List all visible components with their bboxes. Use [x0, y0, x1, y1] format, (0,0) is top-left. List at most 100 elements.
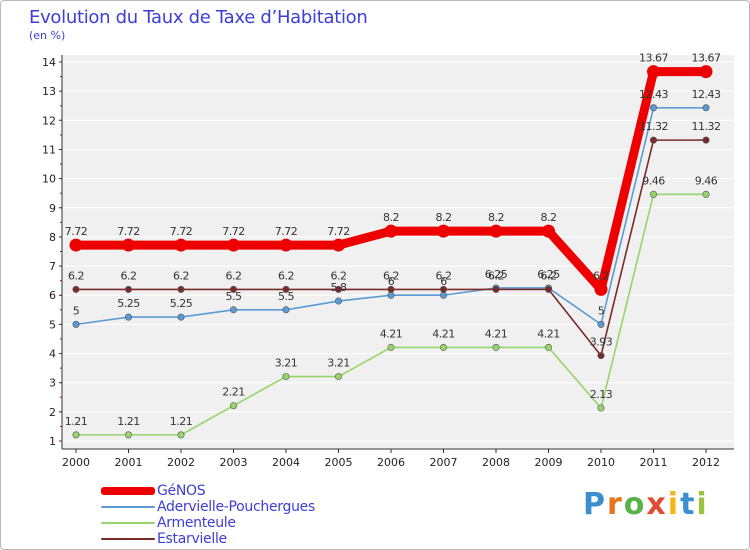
data-label: 2.21 — [222, 386, 245, 399]
data-point — [699, 65, 713, 79]
data-label: 6.2 — [436, 269, 452, 282]
data-label: 1.21 — [65, 415, 88, 428]
data-point — [439, 291, 447, 299]
data-point — [702, 136, 710, 144]
data-point — [230, 402, 238, 410]
data-point — [597, 352, 605, 360]
proxiti-logo: Proxiti — [583, 487, 709, 522]
x-tick-label: 2008 — [482, 456, 510, 469]
legend-label: Estarvielle — [157, 531, 227, 547]
data-point — [125, 313, 133, 321]
data-point — [439, 285, 447, 293]
x-tick-label: 2004 — [272, 456, 300, 469]
data-label: 5.25 — [170, 297, 193, 310]
legend-label: GéNOS — [157, 483, 206, 499]
data-point — [282, 373, 290, 381]
data-point — [230, 285, 238, 293]
data-label: 9.46 — [642, 174, 665, 187]
data-label: 2.13 — [590, 388, 613, 401]
data-label: 4.21 — [380, 327, 403, 340]
y-tick-label: 13 — [42, 85, 56, 98]
data-point — [279, 238, 293, 252]
data-label: 6.2 — [226, 269, 242, 282]
data-point — [227, 238, 240, 252]
data-point — [384, 224, 398, 238]
data-point — [69, 238, 83, 252]
data-label: 6.2 — [593, 269, 609, 282]
data-point — [492, 343, 500, 351]
x-tick-label: 2007 — [430, 456, 458, 469]
x-tick-label: 2009 — [535, 456, 563, 469]
data-point — [174, 238, 188, 252]
data-label: 11.32 — [692, 120, 721, 133]
data-point — [332, 238, 345, 252]
data-label: 5.5 — [278, 290, 294, 303]
data-label: 7.72 — [222, 225, 245, 238]
data-label: 3.21 — [275, 357, 298, 370]
y-tick-label: 12 — [42, 114, 56, 127]
x-tick-label: 2002 — [167, 456, 195, 469]
data-label: 6.2 — [541, 269, 557, 282]
data-label: 3.93 — [590, 336, 613, 349]
data-label: 6.2 — [173, 269, 189, 282]
data-point — [230, 306, 238, 314]
data-point — [282, 285, 290, 293]
data-label: 4.21 — [485, 327, 508, 340]
data-label: 7.72 — [65, 225, 88, 238]
data-point — [72, 431, 80, 439]
data-point — [72, 285, 80, 293]
data-point — [387, 343, 395, 351]
data-point — [597, 404, 605, 412]
data-label: 4.21 — [432, 327, 455, 340]
data-point — [334, 373, 342, 381]
logo-letter: x — [646, 487, 668, 522]
data-point — [177, 431, 185, 439]
legend-label: Adervielle-Pouchergues — [157, 499, 315, 515]
logo-letter: t — [680, 487, 697, 522]
data-label: 13.67 — [639, 52, 668, 65]
legend-swatch — [101, 506, 155, 508]
data-point — [125, 285, 133, 293]
data-point — [544, 285, 552, 293]
y-tick-label: 1 — [49, 435, 56, 448]
data-label: 6.25 — [537, 268, 560, 281]
legend-item: GéNOS — [101, 483, 361, 499]
y-tick-label: 5 — [49, 318, 56, 331]
legend-swatch — [101, 522, 155, 524]
x-tick-label: 2005 — [325, 456, 353, 469]
data-point — [387, 285, 395, 293]
y-tick-label: 3 — [49, 377, 56, 390]
y-tick-label: 8 — [49, 231, 56, 244]
data-label: 6.2 — [68, 269, 84, 282]
data-point — [702, 104, 710, 112]
data-point — [122, 238, 135, 252]
logo-letter: i — [667, 487, 681, 522]
data-point — [387, 291, 395, 299]
data-point — [177, 313, 185, 321]
data-label: 1.21 — [117, 415, 140, 428]
x-tick-label: 2006 — [377, 456, 405, 469]
chart-title: Evolution du Taux de Taxe d’Habitation — [29, 7, 368, 28]
data-label: 11.32 — [639, 120, 668, 133]
data-label: 5 — [73, 304, 80, 317]
data-label: 3.21 — [327, 357, 350, 370]
chart-subtitle: (en %) — [29, 29, 66, 42]
data-point — [125, 431, 133, 439]
plot-area — [62, 55, 734, 449]
y-tick-label: 11 — [42, 143, 56, 156]
data-label: 7.72 — [170, 225, 193, 238]
data-label: 6.2 — [331, 269, 347, 282]
data-label: 5.8 — [331, 281, 347, 294]
data-point — [177, 285, 185, 293]
data-label: 7.72 — [117, 225, 140, 238]
data-point — [334, 285, 342, 293]
data-label: 8.2 — [383, 211, 399, 224]
logo-letter: P — [583, 487, 607, 522]
legend-item: Armenteule — [101, 515, 361, 531]
y-tick-label: 9 — [49, 202, 56, 215]
data-point — [72, 320, 80, 328]
data-label: 6.25 — [485, 268, 508, 281]
x-tick-label: 2011 — [640, 456, 668, 469]
chart-legend: GéNOS Adervielle-Pouchergues Armenteule Est… — [101, 483, 361, 547]
